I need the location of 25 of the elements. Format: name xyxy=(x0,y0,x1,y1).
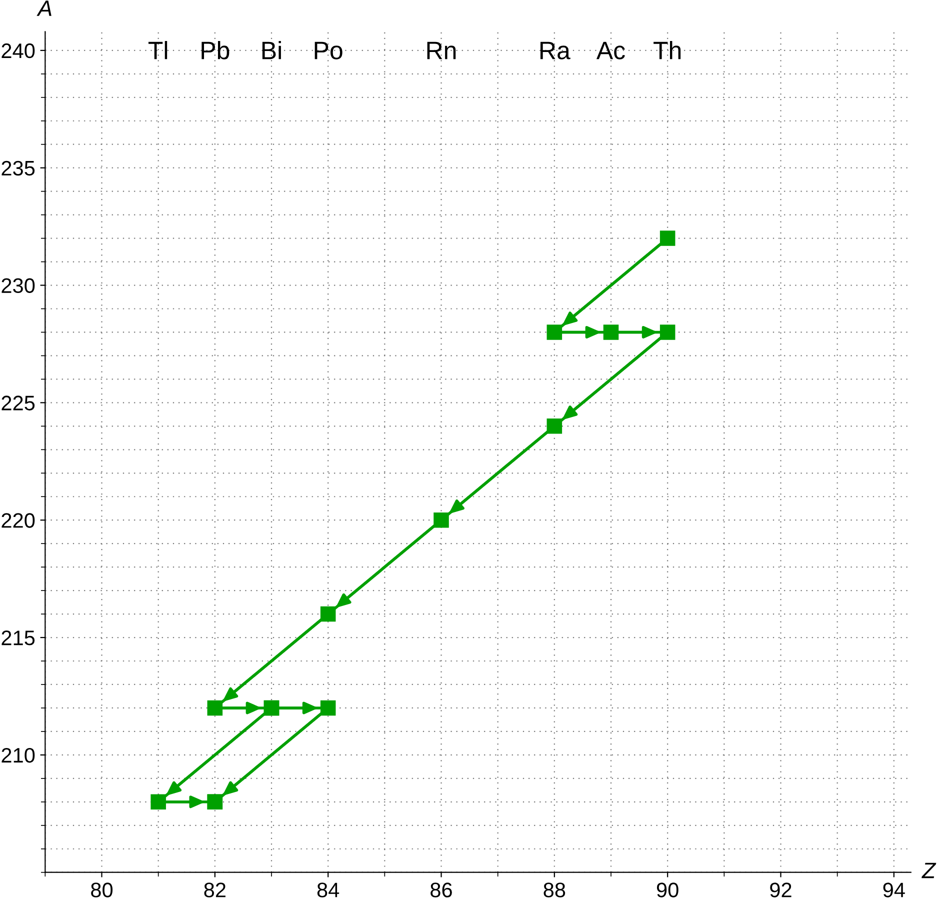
annotation: Ac xyxy=(596,42,625,60)
y-tick-label: 215 xyxy=(2,630,35,646)
x-tick-label: 82 xyxy=(204,882,226,898)
x-tick-label: 90 xyxy=(656,882,678,898)
x-axis-title: Z xyxy=(922,862,936,878)
annotation: Ra xyxy=(540,42,570,60)
annotation: Po xyxy=(314,42,342,60)
annotation: Rn xyxy=(427,42,456,60)
y-tick-label: 210 xyxy=(2,748,35,763)
x-tick-label: 94 xyxy=(883,882,905,898)
y-tick-label: 220 xyxy=(2,513,35,528)
annotation: Tl xyxy=(148,41,168,60)
x-tick-label: 86 xyxy=(430,882,452,898)
x-tick-label: 84 xyxy=(317,882,340,898)
x-tick-label: 88 xyxy=(544,882,566,898)
y-tick-label: 240 xyxy=(2,43,35,58)
y-tick-label: 230 xyxy=(2,278,35,294)
y-axis-title: A xyxy=(36,0,52,16)
annotation: Bi xyxy=(262,41,281,60)
x-tick-label: 92 xyxy=(770,882,792,898)
x-tick-label: 80 xyxy=(91,882,113,898)
y-tick-label: 235 xyxy=(2,160,35,176)
annotation: Th xyxy=(654,41,681,60)
y-tick-label: 225 xyxy=(2,396,35,410)
annotation: Pb xyxy=(202,41,230,60)
